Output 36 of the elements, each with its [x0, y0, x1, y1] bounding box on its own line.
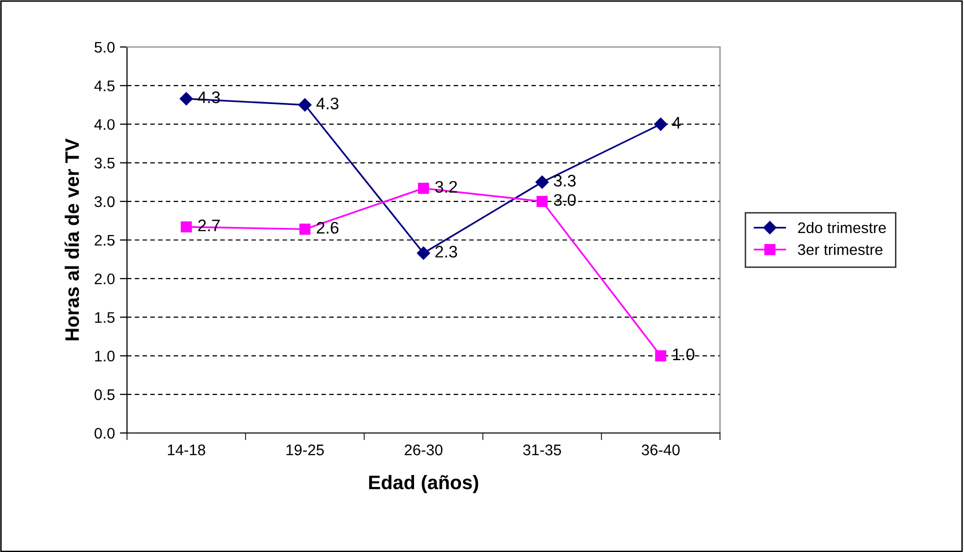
- data-label: 2.6: [316, 222, 338, 234]
- point: [654, 118, 668, 131]
- x-tick-label: 26-30: [404, 444, 442, 456]
- text: 4.5: [94, 80, 115, 92]
- text: 2.5: [94, 234, 115, 246]
- text: 4.0: [94, 119, 115, 130]
- data-label: 3.3: [554, 174, 576, 187]
- text: 0.5: [94, 389, 115, 400]
- text: 3.5: [94, 158, 115, 168]
- text: 1.5: [95, 312, 115, 323]
- text: 1.0: [95, 350, 115, 362]
- legend-label: 3er trimestre: [798, 244, 882, 256]
- data-label: 4.3: [316, 98, 338, 110]
- point: [418, 182, 430, 194]
- data-label: 1.0: [673, 348, 694, 360]
- data-label: 2.3: [435, 246, 458, 258]
- x-tick-label: 31-35: [523, 444, 561, 456]
- y-axis-title: Horas al día de ver TV: [64, 138, 80, 340]
- x-tick-label: 14-18: [168, 444, 206, 456]
- point: [180, 221, 192, 232]
- point: [536, 196, 548, 207]
- point: [180, 92, 193, 106]
- point: [299, 224, 310, 235]
- text: 5.0: [94, 42, 115, 53]
- point: [536, 176, 549, 189]
- x-tick-label: 36-40: [642, 444, 680, 456]
- text: 2.0: [94, 273, 115, 284]
- data-label: 3.0: [554, 194, 576, 206]
- point: [298, 98, 312, 112]
- point: [416, 246, 430, 260]
- point: [655, 350, 666, 362]
- x-axis-title: Edad (años): [369, 475, 478, 494]
- text: 0.0: [94, 428, 115, 439]
- x-tick-label: 19-25: [286, 444, 324, 456]
- legend-label: 2do trimestre: [798, 222, 886, 234]
- text: 3.0: [94, 196, 115, 208]
